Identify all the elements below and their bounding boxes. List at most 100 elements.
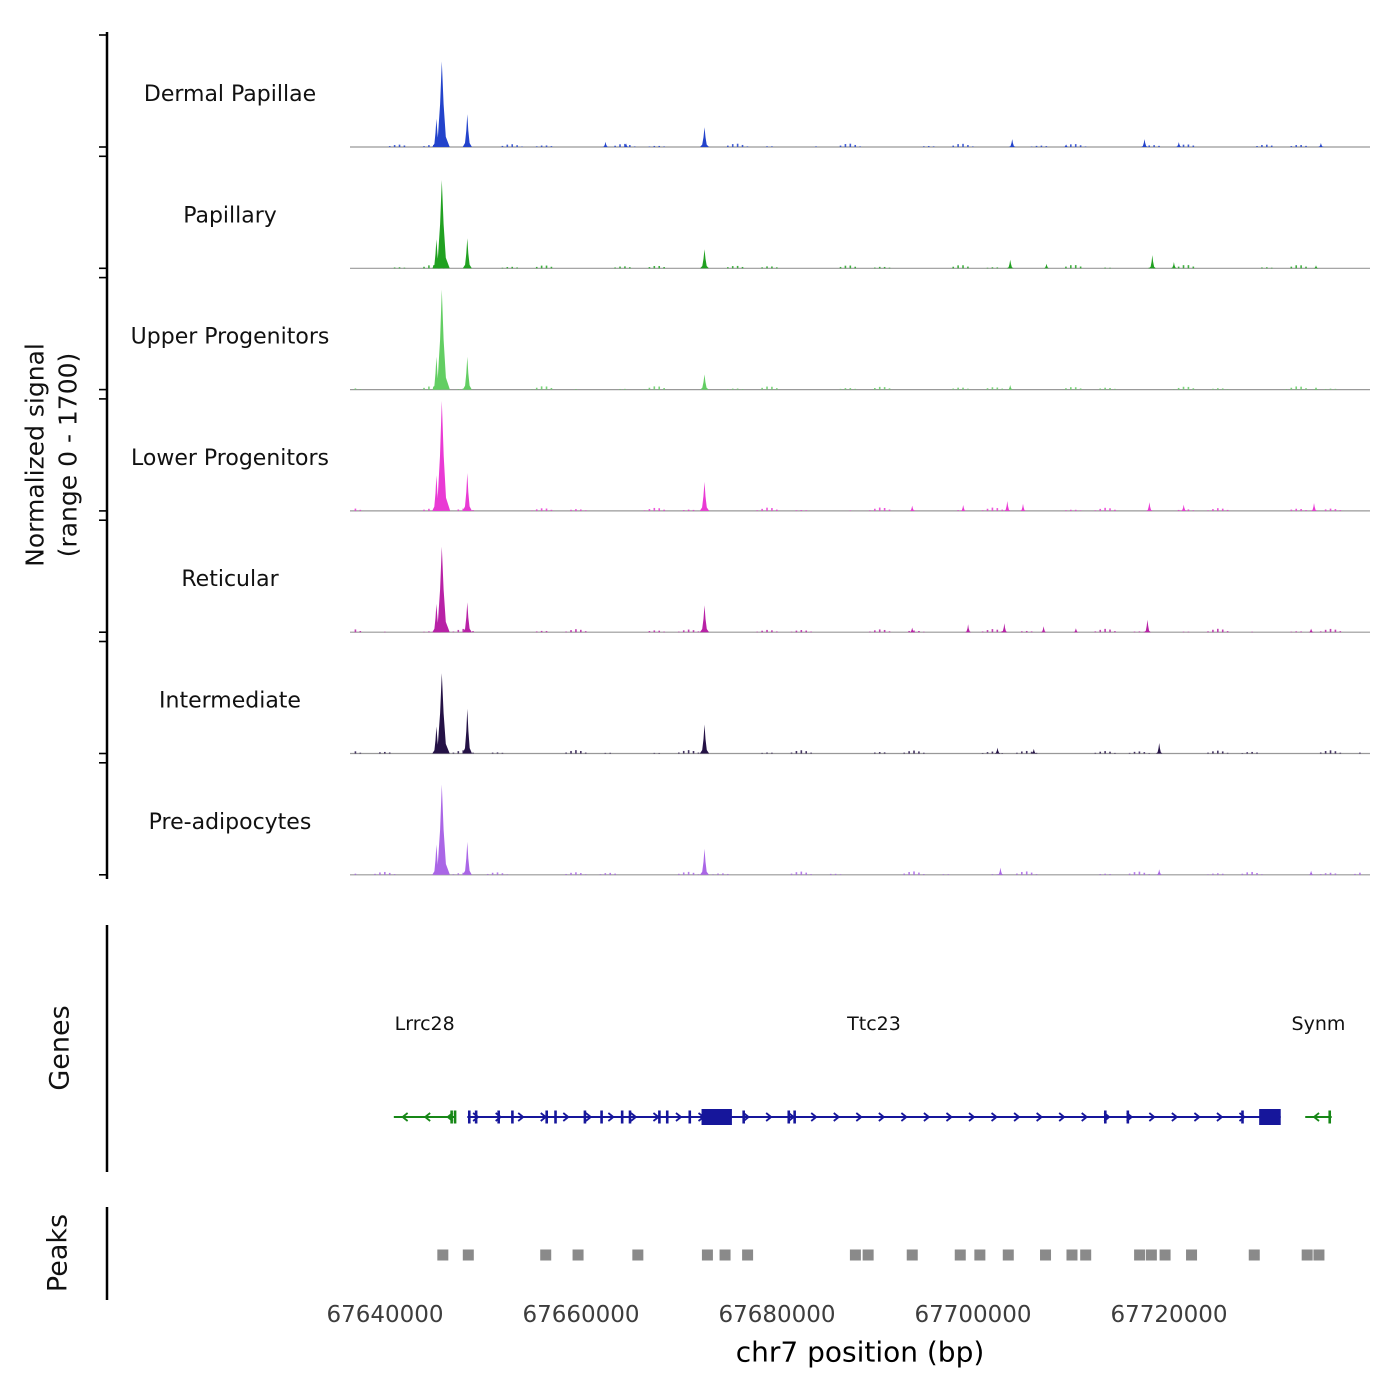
signal-noise bbox=[653, 507, 656, 511]
signal-noise bbox=[1104, 628, 1106, 633]
signal-noise bbox=[1334, 388, 1337, 390]
signal-noise bbox=[501, 145, 504, 147]
signal-noise bbox=[766, 507, 768, 511]
signal-noise bbox=[1148, 874, 1151, 875]
signal-noise bbox=[1109, 267, 1111, 269]
signal-noise bbox=[643, 510, 646, 511]
signal-noise bbox=[423, 387, 425, 390]
signal-noise bbox=[653, 752, 656, 754]
signal-noise bbox=[888, 509, 891, 511]
signal-noise bbox=[932, 146, 935, 147]
signal-peak bbox=[432, 118, 441, 147]
signal-noise bbox=[697, 631, 700, 633]
signal-noise bbox=[1270, 267, 1273, 269]
signal-noise bbox=[741, 144, 744, 147]
signal-peak bbox=[434, 546, 450, 633]
peak-box bbox=[1134, 1249, 1146, 1261]
signal-peak bbox=[1008, 139, 1016, 147]
strand-arrow-icon bbox=[562, 1112, 570, 1122]
signal-noise bbox=[736, 143, 739, 147]
signal-noise bbox=[658, 145, 661, 147]
signal-noise bbox=[354, 388, 357, 390]
signal-noise bbox=[746, 146, 749, 147]
signal-noise bbox=[359, 389, 362, 390]
signal-noise bbox=[790, 873, 793, 875]
signal-noise bbox=[457, 751, 460, 754]
signal-noise bbox=[986, 752, 989, 754]
signal-noise bbox=[663, 509, 665, 511]
signal-noise bbox=[878, 507, 881, 511]
signal-noise bbox=[1070, 387, 1072, 390]
signal-peak bbox=[1146, 502, 1153, 511]
signal-noise bbox=[1359, 752, 1361, 754]
track-label: Intermediate bbox=[159, 689, 301, 714]
signal-noise bbox=[761, 267, 763, 269]
signal-noise bbox=[996, 874, 999, 875]
y-axis-label-line1: Normalized signal bbox=[20, 343, 50, 567]
signal-noise bbox=[535, 266, 538, 269]
track-label: Lower Progenitors bbox=[131, 446, 329, 471]
signal-noise bbox=[545, 508, 548, 511]
signal-noise bbox=[731, 388, 734, 390]
signal-noise bbox=[423, 509, 425, 511]
signal-noise bbox=[1128, 873, 1131, 875]
peak-box bbox=[540, 1249, 552, 1261]
signal-noise bbox=[1192, 145, 1195, 147]
signal-noise bbox=[1094, 510, 1097, 511]
signal-noise bbox=[795, 750, 798, 754]
signal-noise bbox=[986, 508, 989, 511]
signal-peak bbox=[700, 127, 709, 147]
signal-noise bbox=[1290, 509, 1293, 511]
signal-noise bbox=[535, 146, 538, 147]
signal-noise bbox=[908, 872, 910, 875]
signal-peak bbox=[1308, 628, 1314, 633]
signal-noise bbox=[839, 388, 842, 390]
signal-noise bbox=[1177, 387, 1180, 390]
signal-noise bbox=[874, 387, 876, 390]
signal-noise bbox=[771, 146, 773, 147]
strand-arrow-icon bbox=[517, 1112, 525, 1122]
signal-noise bbox=[540, 145, 543, 147]
signal-peak bbox=[700, 848, 709, 875]
signal-noise bbox=[810, 752, 812, 754]
x-tick-label: 67720000 bbox=[1110, 1302, 1227, 1328]
signal-noise bbox=[393, 145, 396, 147]
signal-noise bbox=[1290, 146, 1293, 147]
signal-noise bbox=[457, 629, 460, 633]
signal-noise bbox=[1099, 874, 1102, 875]
signal-peak bbox=[1007, 385, 1013, 390]
signal-peak bbox=[1043, 263, 1050, 269]
signal-noise bbox=[1143, 752, 1146, 754]
signal-noise bbox=[1226, 631, 1229, 633]
signal-noise bbox=[903, 873, 906, 875]
strand-arrow-icon bbox=[1312, 1112, 1320, 1122]
signal-noise bbox=[1109, 751, 1111, 754]
signal-noise bbox=[962, 143, 964, 147]
signal-noise bbox=[913, 630, 915, 633]
signal-noise bbox=[736, 265, 739, 269]
signal-noise bbox=[423, 146, 425, 147]
signal-noise bbox=[795, 630, 798, 633]
signal-noise bbox=[849, 388, 852, 390]
signal-noise bbox=[1256, 146, 1258, 147]
signal-noise bbox=[776, 267, 778, 269]
signal-noise bbox=[795, 872, 798, 875]
signal-noise bbox=[658, 386, 661, 390]
signal-noise bbox=[883, 752, 886, 754]
signal-noise bbox=[883, 629, 886, 633]
signal-noise bbox=[1192, 266, 1195, 269]
signal-noise bbox=[957, 144, 959, 147]
signal-noise bbox=[952, 145, 955, 147]
signal-noise bbox=[428, 508, 430, 511]
signal-noise bbox=[1246, 872, 1249, 875]
signal-noise bbox=[815, 146, 817, 147]
signal-noise bbox=[457, 873, 460, 875]
signal-peak bbox=[432, 356, 441, 390]
signal-noise bbox=[800, 630, 803, 633]
signal-noise bbox=[1109, 629, 1111, 633]
signal-noise bbox=[1074, 387, 1077, 390]
signal-noise bbox=[462, 628, 465, 633]
strand-arrow-icon bbox=[1058, 1112, 1066, 1122]
signal-peak bbox=[1004, 501, 1011, 511]
